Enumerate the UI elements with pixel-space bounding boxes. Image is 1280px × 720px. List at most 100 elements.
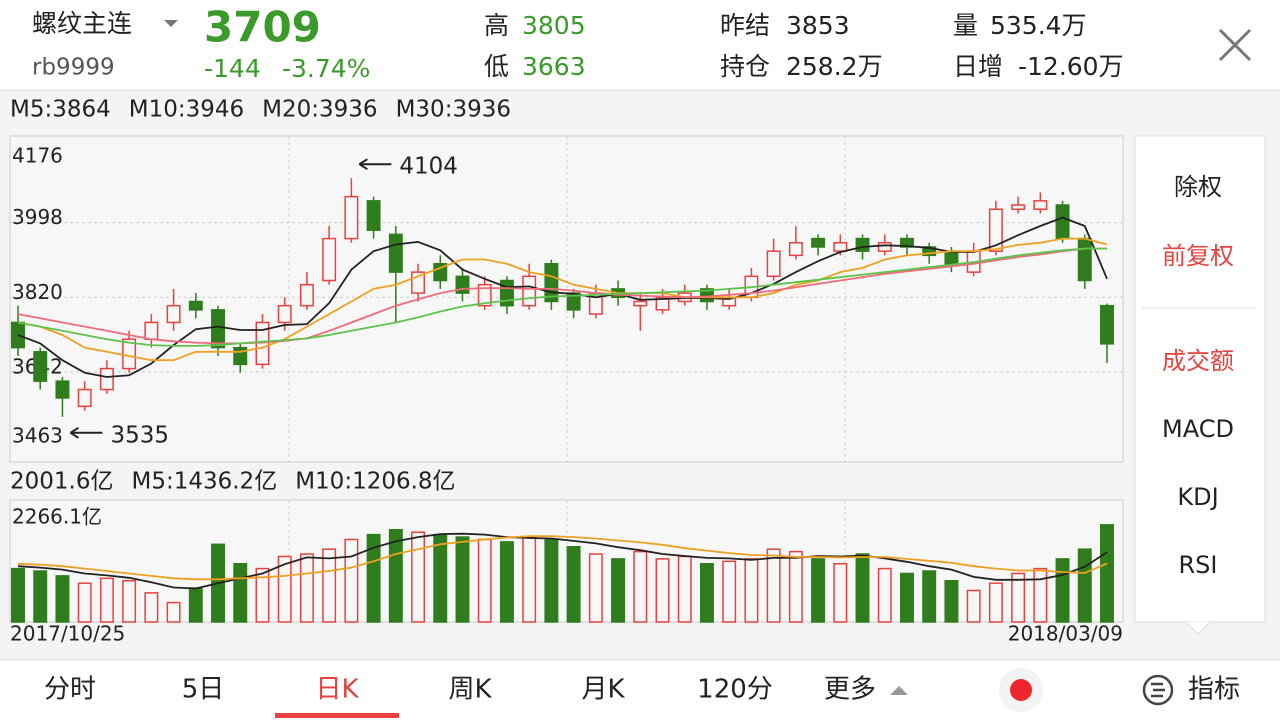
- candle-body: [1055, 204, 1070, 240]
- more-arrow: [890, 686, 908, 695]
- volume-bar: [433, 533, 448, 623]
- menu-item[interactable]: MACD: [1162, 415, 1234, 443]
- ma-legend: M20:3936: [262, 97, 377, 123]
- tab-underline: [275, 713, 399, 718]
- menu-item[interactable]: 成交额: [1162, 347, 1234, 375]
- record-button[interactable]: [1010, 679, 1032, 701]
- volume-bar: [277, 555, 292, 623]
- candle-body: [188, 300, 203, 311]
- candle-body: [633, 300, 648, 307]
- volume-bar: [922, 570, 937, 623]
- stat-label: 昨结: [720, 11, 770, 40]
- menu-pointer: [1185, 621, 1211, 635]
- header-bg: [0, 0, 1280, 90]
- volume-bar: [388, 529, 403, 623]
- volume-bar: [188, 587, 203, 623]
- menu-item[interactable]: KDJ: [1177, 483, 1218, 511]
- stat-label: 高: [484, 11, 509, 40]
- volume-bar: [744, 558, 759, 623]
- tab[interactable]: 月K: [581, 675, 625, 705]
- tab[interactable]: 分时: [44, 675, 96, 705]
- ma-legend: M10:3946: [129, 97, 244, 123]
- volume-bar: [477, 538, 492, 623]
- side-menu: [1134, 135, 1266, 623]
- candle-body: [477, 283, 492, 307]
- contract-name[interactable]: 螺纹主连: [32, 9, 132, 38]
- stat-label: 量: [953, 11, 978, 40]
- annotation-arrow: [69, 426, 103, 439]
- stat-label: 日增: [953, 52, 1003, 81]
- candle-body: [299, 283, 314, 307]
- tab[interactable]: 5日: [182, 675, 225, 705]
- volume-bar: [255, 567, 270, 623]
- volume-ma-line: [17, 532, 1108, 590]
- volume-bar: [499, 541, 514, 623]
- y-tick-label: 4176: [12, 144, 63, 168]
- candle-body: [33, 351, 48, 382]
- close-button[interactable]: [1218, 28, 1252, 62]
- ma-line: [17, 216, 1108, 378]
- volume-bar: [833, 563, 848, 623]
- volume-bar: [99, 577, 114, 623]
- candle-body: [344, 195, 359, 240]
- ma-legend: M5:3864: [10, 97, 111, 123]
- contract-code: rb9999: [32, 55, 115, 81]
- stat-value: 535.4万: [990, 11, 1087, 40]
- tab-bar: [0, 660, 1280, 720]
- volume-legend: 2001.6亿: [10, 469, 113, 495]
- x-tick-label: 2017/10/25: [10, 622, 125, 646]
- dropdown-arrow[interactable]: [164, 20, 178, 27]
- menu-item[interactable]: 除权: [1174, 173, 1222, 201]
- tab[interactable]: 周K: [448, 675, 492, 705]
- menu-item[interactable]: 前复权: [1162, 242, 1234, 270]
- last-price: 3709: [204, 3, 321, 52]
- volume-bar: [55, 575, 70, 623]
- stat-label: 持仓: [720, 52, 770, 81]
- candle-body: [1077, 237, 1092, 282]
- volume-bar: [611, 558, 626, 623]
- candle-body: [122, 338, 137, 370]
- volume-bar: [366, 533, 381, 623]
- indicator-icon: [1142, 674, 1174, 706]
- volume-bar: [1033, 567, 1048, 623]
- candle-body: [522, 275, 537, 307]
- candle-body: [388, 233, 403, 273]
- volume-bar: [855, 553, 870, 623]
- volume-ma-legend: M10:1206.8亿: [295, 469, 455, 495]
- volume-bar: [1100, 524, 1114, 623]
- volume-bar: [988, 582, 1003, 623]
- candle-body: [877, 242, 892, 252]
- volume-bar: [33, 570, 48, 623]
- volume-bar: [544, 538, 559, 623]
- tab[interactable]: 指标: [1188, 675, 1240, 705]
- volume-bar: [144, 592, 159, 623]
- volume-bar: [344, 538, 359, 623]
- ma-line: [17, 247, 1107, 347]
- annotation: 3535: [110, 422, 169, 448]
- menu-item[interactable]: RSI: [1179, 551, 1218, 579]
- volume-bar: [722, 560, 737, 623]
- candle-body: [833, 242, 848, 252]
- stat-label: 低: [484, 52, 509, 81]
- candle-body: [144, 321, 159, 340]
- candle-body: [277, 304, 292, 324]
- volume-bar: [655, 558, 670, 623]
- ma-line: [17, 247, 1107, 345]
- volume-bar: [322, 548, 337, 623]
- tab[interactable]: 120分: [697, 675, 773, 705]
- candle-body: [322, 237, 337, 282]
- y-tick-label: 3998: [12, 205, 63, 229]
- tab-active[interactable]: 日K: [315, 675, 359, 705]
- volume-bar: [522, 536, 537, 623]
- candle-body: [77, 388, 92, 408]
- volume-bar: [944, 579, 959, 623]
- candle-body: [988, 208, 1003, 252]
- volume-ma-line: [17, 535, 1108, 581]
- volume-bar: [166, 601, 181, 623]
- volume-bar: [566, 546, 581, 623]
- volume-bar: [699, 563, 714, 623]
- tab[interactable]: 更多: [824, 675, 876, 705]
- volume-ma-legend: M5:1436.2亿: [131, 469, 277, 495]
- volume-bar: [77, 582, 92, 623]
- stat-value: 3805: [522, 11, 586, 40]
